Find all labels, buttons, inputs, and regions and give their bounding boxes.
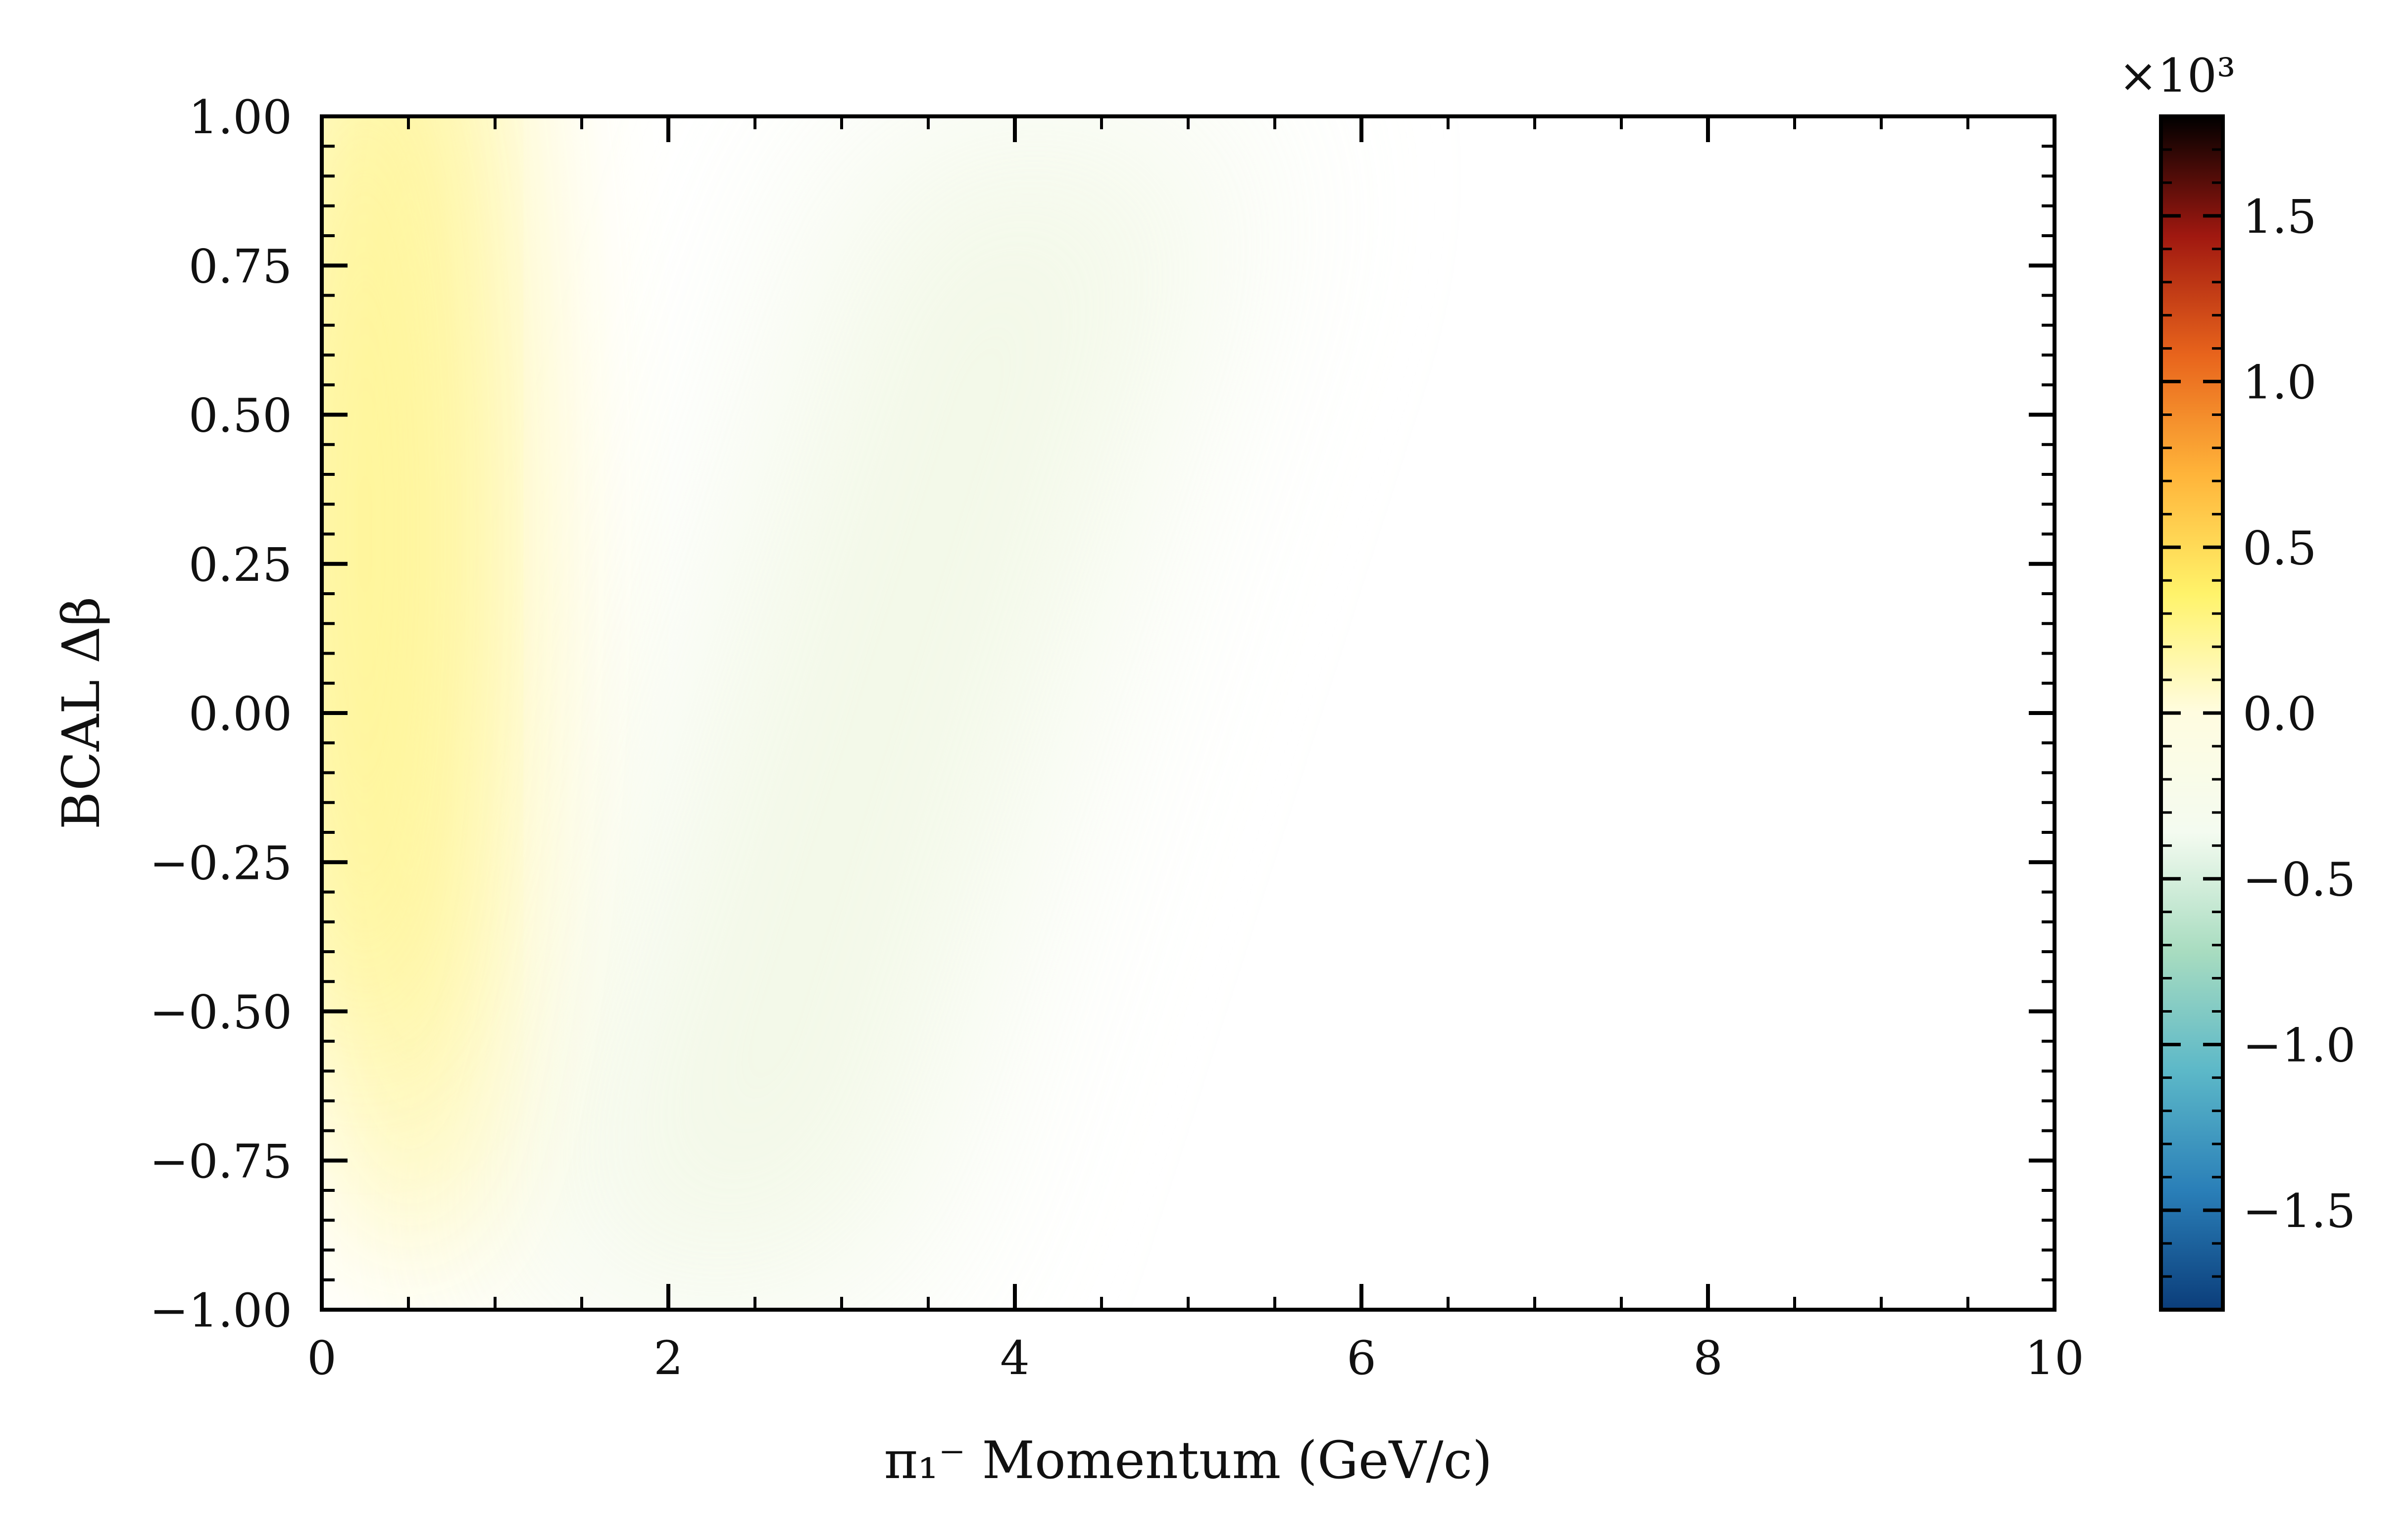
y-tick-label: 0.75: [189, 240, 292, 294]
heatmap-cell-peak: [322, 116, 445, 1071]
y-tick-label: −0.25: [150, 836, 292, 890]
y-tick-label: −0.75: [150, 1135, 292, 1189]
x-tick-label: 4: [1000, 1331, 1030, 1385]
colorbar-tick-label: −1.0: [2243, 1019, 2356, 1073]
x-tick-label: 0: [307, 1331, 337, 1385]
y-tick-label: 0.50: [189, 389, 292, 443]
y-tick-label: 1.00: [189, 91, 292, 145]
y-axis-label: BCAL Δβ: [51, 597, 111, 829]
colorbar: −1.5 −1.0 −0.5 0.0 0.5 1.0 1.5: [2159, 114, 2356, 1312]
y-tick-label: 0.25: [189, 538, 292, 592]
colorbar-tick-label: −1.5: [2243, 1184, 2356, 1238]
x-tick-label: 2: [653, 1331, 683, 1385]
x-tick-label: 8: [1693, 1331, 1723, 1385]
plot-axes: 0 2 4 6 8 10 −1.00 −0.75 −0.50 −0.25 0.00 0.25 0.50 0…: [150, 91, 2084, 1385]
colorbar-tick-label: 1.5: [2243, 190, 2317, 244]
colorbar-multiplier: ×10³: [2118, 49, 2235, 103]
colorbar-tick-label: 1.0: [2243, 356, 2317, 410]
y-tick-label: 0.00: [189, 687, 292, 741]
y-tick-label: −0.50: [150, 986, 292, 1040]
colorbar-tick-label: 0.5: [2243, 521, 2317, 575]
colorbar-tick-label: −0.5: [2243, 853, 2356, 907]
colorbar-tick-label: 0.0: [2243, 687, 2317, 741]
heatmap-density: [322, 116, 2055, 1310]
heatmap-cell-diagonal-band: [495, 116, 1257, 1310]
y-tick-label: −1.00: [150, 1284, 292, 1338]
x-tick-label: 10: [2025, 1331, 2084, 1385]
x-tick-label: 6: [1347, 1331, 1376, 1385]
x-axis-label: π₁⁻ Momentum (GeV/c): [884, 1430, 1493, 1490]
